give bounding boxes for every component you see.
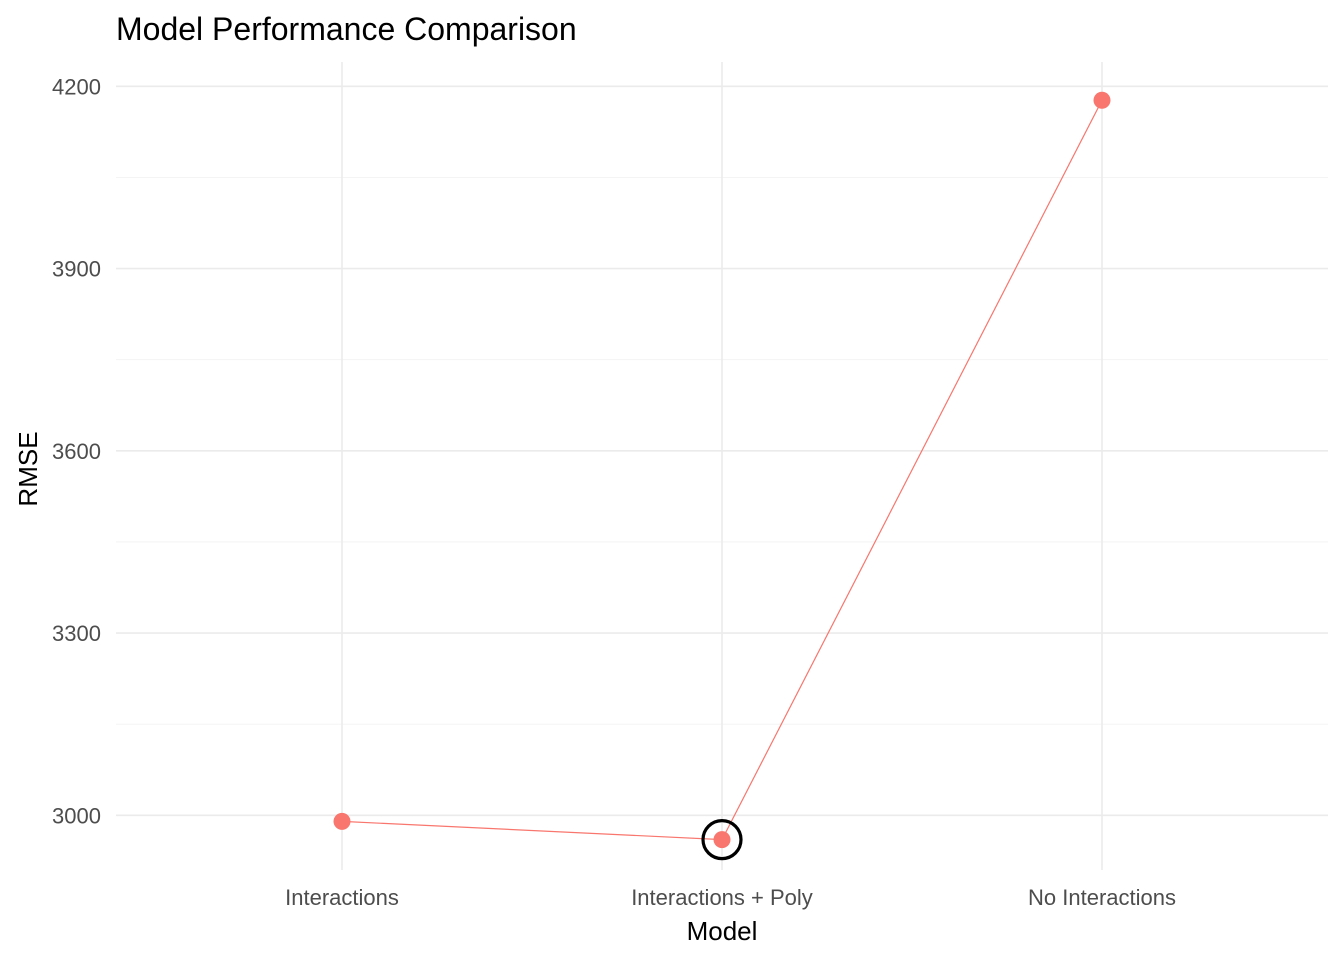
x-axis-ticks: Interactions Interactions + Poly No Intera… [285,885,1176,910]
y-tick-label: 3600 [52,439,101,464]
y-axis-ticks: 3000 3300 3600 3900 4200 [52,74,101,828]
x-tick-label: Interactions [285,885,399,910]
x-tick-label: No Interactions [1028,885,1176,910]
y-axis-title: RMSE [13,431,43,506]
data-point [333,812,351,830]
y-tick-label: 3900 [52,257,101,282]
y-tick-label: 3000 [52,803,101,828]
y-tick-label: 3300 [52,621,101,646]
x-tick-label: Interactions + Poly [631,885,813,910]
x-axis-title: Model [687,916,758,946]
data-point [713,831,731,849]
chart-title: Model Performance Comparison [116,11,577,47]
series-rmse [333,91,1111,861]
best-model-highlight-ring [701,819,743,861]
grid [116,62,1328,870]
y-tick-label: 4200 [52,74,101,99]
data-point [1093,91,1111,109]
